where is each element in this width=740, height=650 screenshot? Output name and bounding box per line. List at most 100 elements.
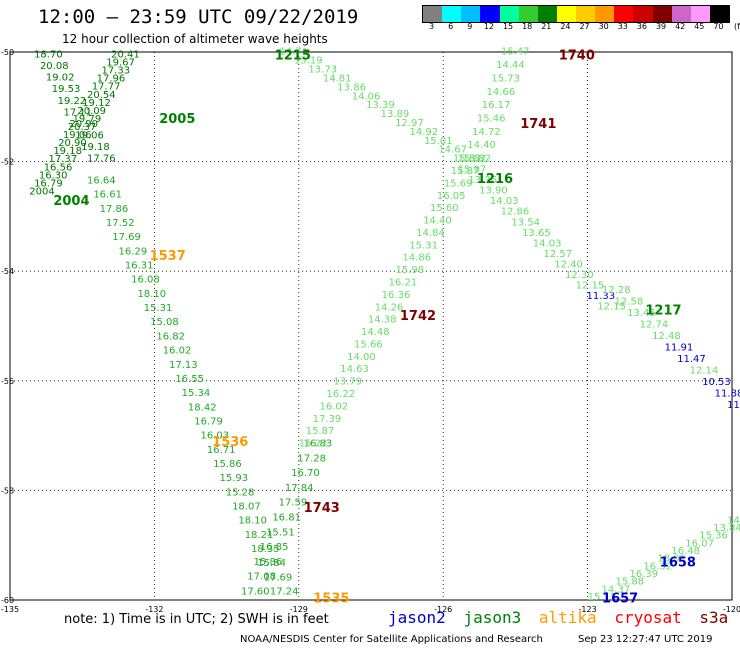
- wave-height-value: 15.69: [444, 178, 473, 189]
- wave-height-value: 18.35: [251, 544, 280, 555]
- legend-swatch: [461, 6, 481, 22]
- sat-jason2: jason2: [388, 608, 446, 627]
- wave-height-value: 12.74: [640, 320, 669, 331]
- wave-height-value: 11.47: [677, 354, 706, 365]
- wave-height-value: 17.39: [313, 414, 342, 425]
- wave-height-value: 12.48: [652, 331, 681, 342]
- wave-height-value: 14.06: [352, 91, 381, 102]
- wave-height-value: 16.48: [671, 546, 700, 557]
- wave-height-value: 16.61: [93, 190, 122, 201]
- lat-tick-label: -50: [1, 48, 14, 57]
- wave-height-value: 17.28: [297, 453, 326, 464]
- wave-height-value: 12.58: [615, 297, 644, 308]
- wave-height-value: 14.81: [323, 73, 352, 84]
- wave-height-value: 17.13: [169, 360, 198, 371]
- wave-height-value: 15.86: [254, 557, 283, 568]
- wave-height-value: 16.64: [87, 176, 116, 187]
- lat-tick-label: -54: [1, 267, 14, 276]
- track-time-label: 1657: [602, 591, 638, 606]
- wave-height-value: 16.05: [437, 191, 466, 202]
- wave-height-value: 17.86: [100, 204, 129, 215]
- legend-swatch: [614, 6, 634, 22]
- wave-height-value: 18.10: [238, 516, 267, 527]
- legend-label: 30: [598, 22, 609, 31]
- wave-height-value: 14.67: [438, 145, 467, 156]
- wave-height-value: 14.03: [490, 196, 519, 207]
- footer-note: note: 1) Time is in UTC; 2) SWH is in fe…: [64, 612, 329, 627]
- wave-height-value: 19.18: [81, 142, 110, 153]
- wave-height-value: 16.22: [326, 389, 355, 400]
- lon-tick-label: -129: [290, 605, 308, 614]
- wave-height-value: 15.87: [306, 426, 335, 437]
- wave-height-value: 15.13: [588, 592, 617, 603]
- wave-height-value: 20.90: [58, 138, 87, 149]
- wave-height-value: 15.01: [424, 136, 453, 147]
- wave-height-value: 20.37: [68, 122, 97, 133]
- track-time-label: 1742: [400, 309, 436, 324]
- wave-height-value: 15.82: [453, 154, 482, 165]
- wave-height-value: 16.31: [125, 261, 154, 272]
- lon-tick-label: -126: [434, 605, 452, 614]
- wave-height-value: 14.92: [410, 127, 439, 138]
- wave-height-value: 15.98: [395, 265, 424, 276]
- wave-height-value: 14.38: [368, 315, 397, 326]
- wave-height-value: 16.07: [685, 538, 714, 549]
- wave-height-value: 14.86: [402, 253, 431, 264]
- track-time-label: 1741: [520, 117, 556, 132]
- wave-height-value: 12.15: [597, 302, 626, 313]
- wave-height-value: 12.97: [395, 118, 424, 129]
- legend-label: 33: [617, 22, 628, 31]
- wave-height-value: 13.65: [522, 228, 551, 239]
- wave-height-value: 15.36: [699, 531, 728, 542]
- wave-height-value: 15.73: [491, 73, 520, 84]
- wave-height-value: 17.24: [270, 587, 299, 598]
- wave-height-value: 15.82: [458, 154, 487, 165]
- wave-height-value: 20.09: [77, 106, 106, 117]
- wave-height-value: 17.69: [112, 232, 141, 243]
- wave-height-value: 13.89: [381, 109, 410, 120]
- legend-swatch: [537, 6, 557, 22]
- wave-height-value: 19.53: [52, 84, 81, 95]
- legend-swatch: [480, 6, 500, 22]
- wave-height-value: 14.40: [423, 216, 452, 227]
- wave-height-value: 20.54: [87, 90, 116, 101]
- wave-height-value: 14.26: [375, 302, 404, 313]
- wave-height-value: 20.90: [69, 119, 98, 130]
- wave-height-value: 17.37: [49, 154, 78, 165]
- wave-height-value: 16.83: [304, 439, 333, 450]
- track-time-label: 1740: [559, 49, 595, 64]
- legend-swatch: [499, 6, 519, 22]
- wave-height-value: 11.1: [727, 400, 740, 411]
- wave-height-value: 15.97: [458, 165, 487, 176]
- wave-height-value: 17.69: [264, 572, 293, 583]
- page-title: 12:00 – 23:59 UTC 09/22/2019: [38, 6, 359, 28]
- legend-swatch: [423, 6, 443, 22]
- wave-height-value: 12.15: [576, 280, 605, 291]
- legend-swatch: [690, 6, 710, 22]
- wave-height-value: 15.60: [430, 203, 459, 214]
- legend-swatch: [671, 6, 691, 22]
- wave-height-value: 16.79: [34, 178, 63, 189]
- lon-tick-label: -135: [1, 605, 19, 614]
- wave-height-value: 14.71: [280, 47, 309, 58]
- wave-height-value: 12.14: [690, 366, 719, 377]
- legend-swatch: [709, 6, 729, 22]
- wave-height-value: 15.86: [213, 459, 242, 470]
- legend-unit: (ft): [733, 22, 740, 31]
- wave-height-value: 15.31: [409, 240, 438, 251]
- legend-swatch: [556, 6, 576, 22]
- wave-height-value: 14.00: [347, 352, 376, 363]
- wave-height-value: 19.67: [106, 58, 135, 69]
- wave-height-value: 16.02: [163, 346, 192, 357]
- legend-label: 12: [483, 22, 495, 31]
- wave-height-value: 15.88: [616, 577, 645, 588]
- wave-height-value: 15.08: [150, 317, 179, 328]
- legend-label: 36: [636, 22, 648, 31]
- wave-height-value: 13.73: [308, 65, 337, 76]
- wave-height-value: 14.84: [416, 228, 445, 239]
- lon-tick-label: -132: [145, 605, 163, 614]
- legend-label: 21: [541, 22, 552, 31]
- wave-height-value: 17.77: [92, 82, 121, 93]
- legend-label: 3: [429, 22, 435, 31]
- wave-height-value: 19.22: [58, 96, 87, 107]
